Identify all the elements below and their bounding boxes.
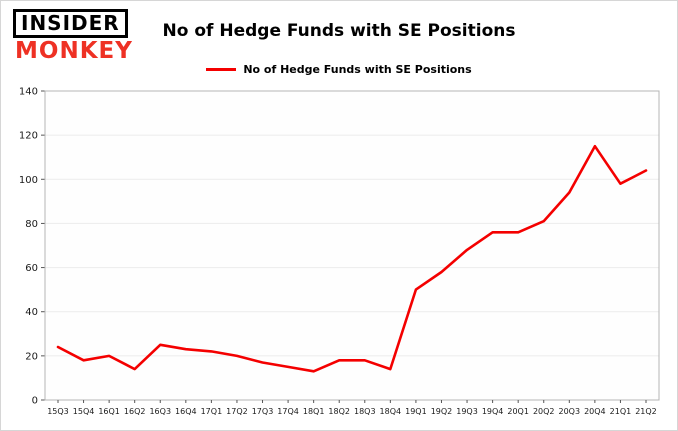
x-tick-label: 16Q1 [98,407,120,416]
x-tick-label: 18Q4 [380,407,402,416]
legend-line-swatch [206,68,237,71]
legend: No of Hedge Funds with SE Positions [1,63,677,76]
x-tick-label: 15Q3 [47,407,69,416]
x-tick-label: 16Q2 [124,407,146,416]
x-tick-label: 20Q1 [507,407,529,416]
x-tick-label: 19Q3 [456,407,478,416]
chart-title: No of Hedge Funds with SE Positions [162,21,516,41]
y-tick-label: 100 [19,175,38,186]
insider-monkey-logo: INSIDER MONKEY [13,9,133,63]
x-tick-label: 20Q2 [533,407,555,416]
x-tick-label: 19Q1 [405,407,427,416]
x-tick-label: 17Q4 [277,407,299,416]
plot-area-container: 0 20 40 60 80 100 120 140 15Q3 15Q4 16Q1 16Q2 16Q3 16… [7,83,673,430]
y-tick-label: 0 [32,396,38,407]
x-tick-label: 16Q4 [175,407,197,416]
x-tick-label: 17Q2 [226,407,248,416]
x-tick-label: 18Q3 [354,407,376,416]
data-series-line [56,144,648,373]
x-tick-label: 18Q1 [303,407,325,416]
legend-label: No of Hedge Funds with SE Positions [243,63,472,76]
x-tick-label: 20Q4 [584,407,606,416]
x-tick-label: 17Q3 [252,407,274,416]
plot-background [45,91,659,400]
plot-border [44,90,660,401]
y-tick-label: 60 [25,263,38,274]
x-tick-label: 20Q3 [559,407,581,416]
x-tick-label: 16Q3 [149,407,171,416]
y-tick-label: 80 [25,219,38,230]
x-tick-label: 21Q1 [610,407,632,416]
logo-monkey-text: MONKEY [15,38,133,64]
x-tick-label: 21Q2 [635,407,657,416]
y-tick-label: 40 [25,307,38,318]
y-tick-label: 120 [19,131,38,142]
line-chart: 0 20 40 60 80 100 120 140 15Q3 15Q4 16Q1 16Q2 16Q3 16… [19,87,660,416]
x-tick-label: 15Q4 [73,407,95,416]
x-tick-label: 17Q1 [201,407,223,416]
x-tick-label: 18Q2 [328,407,350,416]
y-tick-label: 20 [25,351,38,362]
x-tick-label: 19Q4 [482,407,504,416]
logo-insider-text: INSIDER [13,9,128,38]
x-tick-label: 19Q2 [431,407,453,416]
y-tick-label: 140 [19,87,38,98]
